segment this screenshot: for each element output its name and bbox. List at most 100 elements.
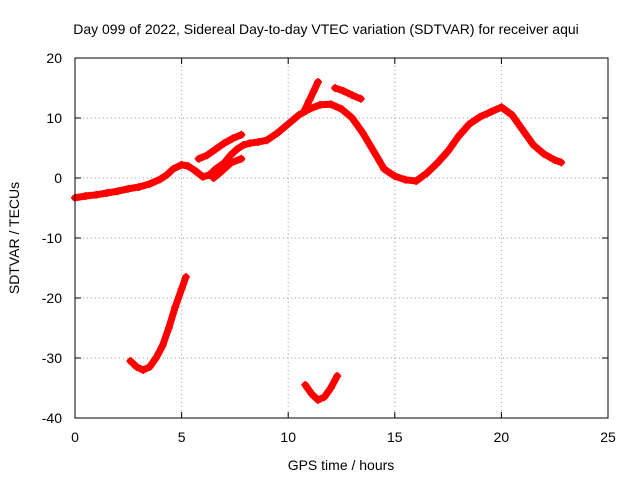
data-point (254, 138, 263, 146)
data-point (171, 303, 180, 311)
y-axis-label: SDTVAR / TECUs (6, 182, 22, 294)
data-point (190, 166, 199, 175)
series-line (331, 84, 365, 103)
data-point (369, 147, 378, 155)
data-point (134, 183, 143, 191)
data-point (380, 165, 389, 173)
data-point (218, 166, 227, 175)
data-point (465, 120, 474, 128)
x-tick-label: 5 (178, 429, 186, 445)
data-point (273, 129, 282, 137)
data-point (305, 96, 314, 104)
y-tick-label: -20 (42, 290, 62, 306)
series-line (126, 273, 190, 374)
tick-layer: 0 5 10 15 20 25 -40 -30 -20 -10 0 10 20 (42, 50, 616, 445)
data-point (314, 78, 323, 86)
data-point (113, 187, 122, 196)
data-point (326, 384, 335, 392)
data-point (454, 132, 463, 140)
data-point (102, 189, 111, 197)
x-tick-label: 20 (494, 429, 510, 445)
data-point (226, 151, 235, 160)
data-point (194, 154, 203, 163)
y-tick-label: -40 (42, 410, 62, 426)
series-line (71, 100, 565, 202)
data-point (211, 145, 220, 154)
data-point (557, 158, 566, 167)
data-point (245, 139, 254, 148)
data-point (333, 372, 342, 380)
x-tick-label: 15 (387, 429, 403, 445)
chart-title: Day 099 of 2022, Sidereal Day-to-day VTE… (73, 21, 579, 37)
data-point (316, 100, 325, 109)
data-point (237, 130, 246, 139)
data-series (126, 273, 190, 374)
y-tick-label: -30 (42, 350, 62, 366)
data-point (132, 363, 141, 371)
data-point (203, 151, 212, 160)
data-point (307, 390, 316, 398)
data-point (294, 111, 303, 119)
data-point (358, 129, 367, 137)
data-point (158, 342, 167, 350)
series-line (301, 78, 322, 113)
data-point (529, 141, 538, 149)
data-point (220, 139, 229, 148)
data-point (152, 354, 161, 362)
data-point (228, 134, 237, 143)
data-point (508, 111, 517, 119)
data-point (164, 324, 173, 332)
data-point (320, 393, 329, 401)
data-point (540, 150, 549, 158)
data-point (262, 136, 271, 145)
data-point (145, 363, 154, 371)
data-point (81, 192, 90, 200)
data-point (326, 100, 335, 109)
data-series (301, 78, 323, 113)
data-point (339, 87, 348, 95)
data-point (348, 114, 357, 122)
data-point (181, 273, 190, 281)
series-layer (71, 78, 566, 404)
data-point (331, 84, 340, 92)
x-tick-label: 0 (71, 429, 79, 445)
data-point (198, 172, 207, 181)
data-point (550, 156, 559, 164)
data-point (486, 108, 495, 116)
y-tick-label: -10 (42, 230, 62, 246)
data-point (284, 120, 293, 128)
data-series (301, 372, 342, 404)
data-point (169, 165, 178, 173)
data-point (356, 94, 365, 103)
data-point (314, 396, 323, 404)
data-point (126, 357, 135, 365)
data-point (233, 145, 242, 154)
y-tick-label: 0 (54, 170, 62, 186)
data-point (226, 159, 235, 167)
data-point (518, 126, 527, 134)
data-point (348, 91, 357, 100)
data-point (390, 172, 399, 181)
data-series (71, 100, 566, 202)
series-line (210, 155, 245, 182)
data-point (337, 105, 346, 113)
x-tick-label: 10 (280, 429, 296, 445)
data-series (331, 84, 365, 103)
data-point (124, 184, 133, 193)
data-point (177, 285, 186, 293)
data-series (209, 154, 246, 182)
data-point (139, 366, 148, 374)
data-point (497, 103, 506, 112)
x-axis-label: GPS time / hours (288, 457, 395, 473)
data-point (209, 174, 218, 182)
data-point (309, 87, 318, 95)
data-point (177, 160, 186, 169)
data-point (239, 141, 248, 149)
data-point (237, 154, 246, 163)
series-line (301, 372, 341, 404)
data-point (433, 159, 442, 167)
data-point (422, 169, 431, 178)
data-point (476, 112, 485, 121)
